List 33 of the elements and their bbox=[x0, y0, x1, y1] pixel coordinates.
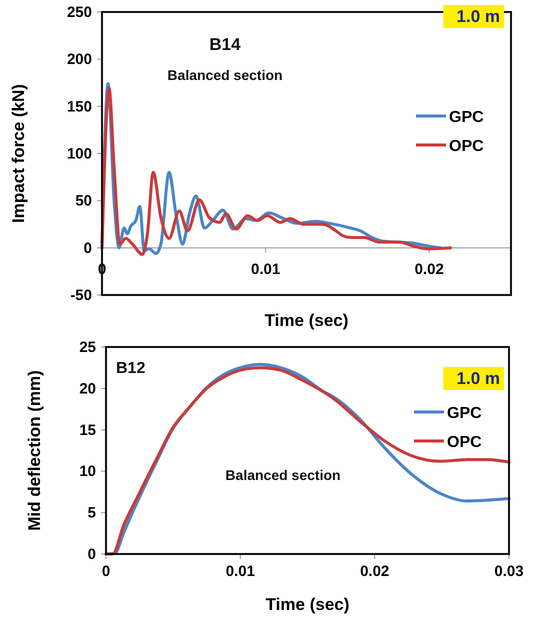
annotation: B14 bbox=[209, 35, 242, 54]
annotation: Balanced section bbox=[167, 67, 283, 83]
y-tick-label: 5 bbox=[88, 504, 96, 522]
y-tick-label: -50 bbox=[70, 287, 92, 304]
y-tick-label: 0 bbox=[84, 240, 92, 257]
legend-label: GPC bbox=[447, 405, 482, 422]
annotation: 1.0 m bbox=[456, 7, 500, 26]
x-tick-label: 0.02 bbox=[414, 260, 444, 278]
y-tick-label: 15 bbox=[79, 422, 96, 439]
x-tick-label: 0.03 bbox=[494, 563, 524, 580]
y-tick-label: 250 bbox=[66, 4, 92, 21]
legend-label: GPC bbox=[449, 109, 484, 126]
annotation: 1.0 m bbox=[456, 369, 500, 388]
x-tick-label: 0.01 bbox=[226, 563, 255, 580]
annotation: Balanced section bbox=[225, 467, 341, 483]
y-tick-label: 100 bbox=[66, 146, 92, 162]
legend-label: OPC bbox=[449, 138, 484, 155]
x-tick-label: 0 bbox=[102, 563, 110, 580]
y-tick-label: 150 bbox=[66, 98, 92, 116]
y-tick-label: 50 bbox=[75, 192, 92, 210]
y-axis-title: Mid deflection (mm) bbox=[25, 370, 44, 531]
x-tick-label: 0.01 bbox=[251, 260, 280, 278]
y-axis-title: Impact force (kN) bbox=[9, 84, 28, 223]
y-tick-label: 200 bbox=[66, 51, 92, 68]
legend-label: OPC bbox=[447, 434, 482, 451]
y-tick-label: 0 bbox=[88, 546, 96, 563]
y-tick-label: 20 bbox=[79, 380, 96, 398]
annotation: B12 bbox=[116, 360, 146, 377]
x-axis-title: Time (sec) bbox=[266, 595, 350, 614]
y-tick-label: 10 bbox=[79, 463, 96, 480]
x-axis-title: Time (sec) bbox=[264, 311, 348, 330]
x-tick-label: 0.02 bbox=[360, 563, 390, 580]
y-tick-label: 25 bbox=[79, 339, 96, 356]
